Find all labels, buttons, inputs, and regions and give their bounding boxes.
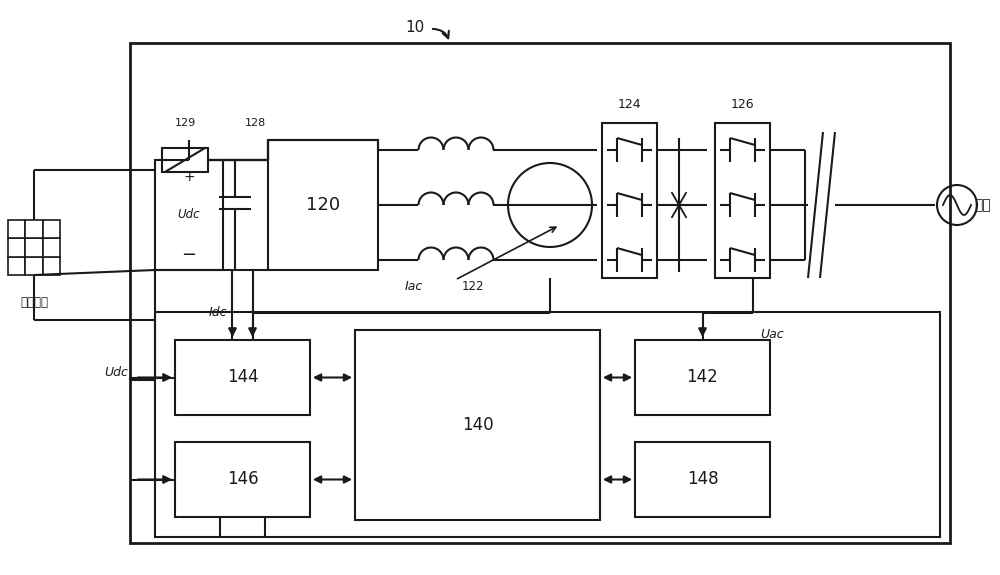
Text: 直流电源: 直流电源 (20, 297, 48, 309)
Bar (130, 43, 950, 543)
Bar (43, 220, 60, 238)
Bar (43, 238, 60, 256)
Bar (635, 442, 770, 517)
Bar (635, 340, 770, 415)
Bar (25, 238, 43, 256)
Text: 电网: 电网 (975, 198, 991, 212)
Text: 140: 140 (462, 416, 493, 434)
Bar (715, 123, 770, 278)
Text: 124: 124 (618, 98, 641, 112)
Text: 146: 146 (227, 470, 258, 489)
Bar (8, 238, 25, 256)
Bar (155, 160, 223, 270)
Bar (8, 220, 25, 238)
Text: Idc: Idc (209, 305, 228, 319)
Text: 128: 128 (245, 118, 266, 128)
Bar (8, 256, 25, 275)
Text: +: + (183, 170, 195, 184)
Bar (175, 442, 310, 517)
Bar (268, 140, 378, 270)
Bar (162, 148, 208, 172)
Text: 126: 126 (731, 98, 754, 112)
Text: 10: 10 (405, 20, 425, 34)
Text: 120: 120 (306, 196, 340, 214)
Bar (25, 256, 43, 275)
Text: −: − (181, 246, 197, 264)
Text: 148: 148 (687, 470, 718, 489)
Text: Udc: Udc (178, 209, 200, 221)
Text: 129: 129 (174, 118, 196, 128)
Text: 144: 144 (227, 369, 258, 386)
Bar (43, 256, 60, 275)
Bar (155, 312, 940, 537)
Text: 122: 122 (462, 281, 484, 293)
Bar (602, 123, 657, 278)
Text: Iac: Iac (405, 281, 423, 293)
Text: Udc: Udc (104, 366, 128, 379)
Bar (25, 220, 43, 238)
Bar (355, 330, 600, 520)
Bar (175, 340, 310, 415)
Text: Uac: Uac (761, 328, 784, 342)
Text: 142: 142 (687, 369, 718, 386)
